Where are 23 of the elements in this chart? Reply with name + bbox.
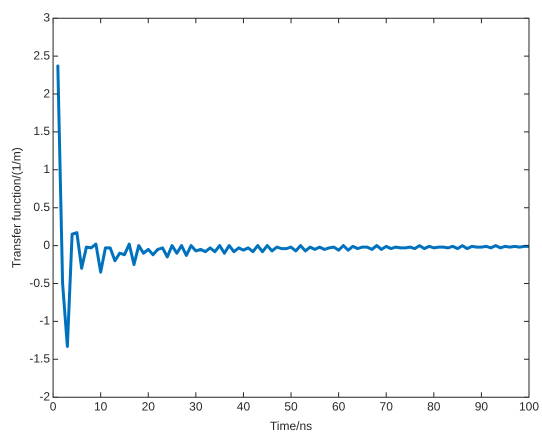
x-axis-title: Time/ns [270, 419, 312, 434]
y-tick-label: 1 [43, 162, 50, 176]
y-tick-label: -1 [39, 314, 50, 328]
y-tick-label: -2 [39, 390, 50, 404]
x-tick-label: 10 [94, 400, 108, 414]
y-tick-label: 3 [43, 10, 50, 25]
x-tick-label: 20 [142, 400, 156, 414]
x-tick-label: 60 [332, 400, 346, 414]
x-tick-label: 30 [189, 400, 203, 414]
x-tick-label: 90 [474, 400, 488, 414]
y-axis-title: Transfer function/(1/m) [10, 147, 24, 268]
x-tick-label: 70 [380, 400, 394, 414]
y-tick-label: 2 [43, 86, 50, 100]
y-tick-label: 0 [43, 238, 50, 252]
y-tick-label: -0.5 [29, 276, 50, 290]
y-tick-label: 1.5 [33, 124, 50, 138]
y-tick-label: -1.5 [29, 352, 50, 366]
y-tick-label: 2.5 [33, 48, 50, 62]
x-tick-label: 50 [284, 400, 298, 414]
y-tick-label: 0.5 [33, 200, 50, 214]
x-tick-label: 80 [427, 400, 441, 414]
x-tick-label: 40 [236, 400, 250, 414]
x-tick-label: 100 [518, 400, 540, 414]
